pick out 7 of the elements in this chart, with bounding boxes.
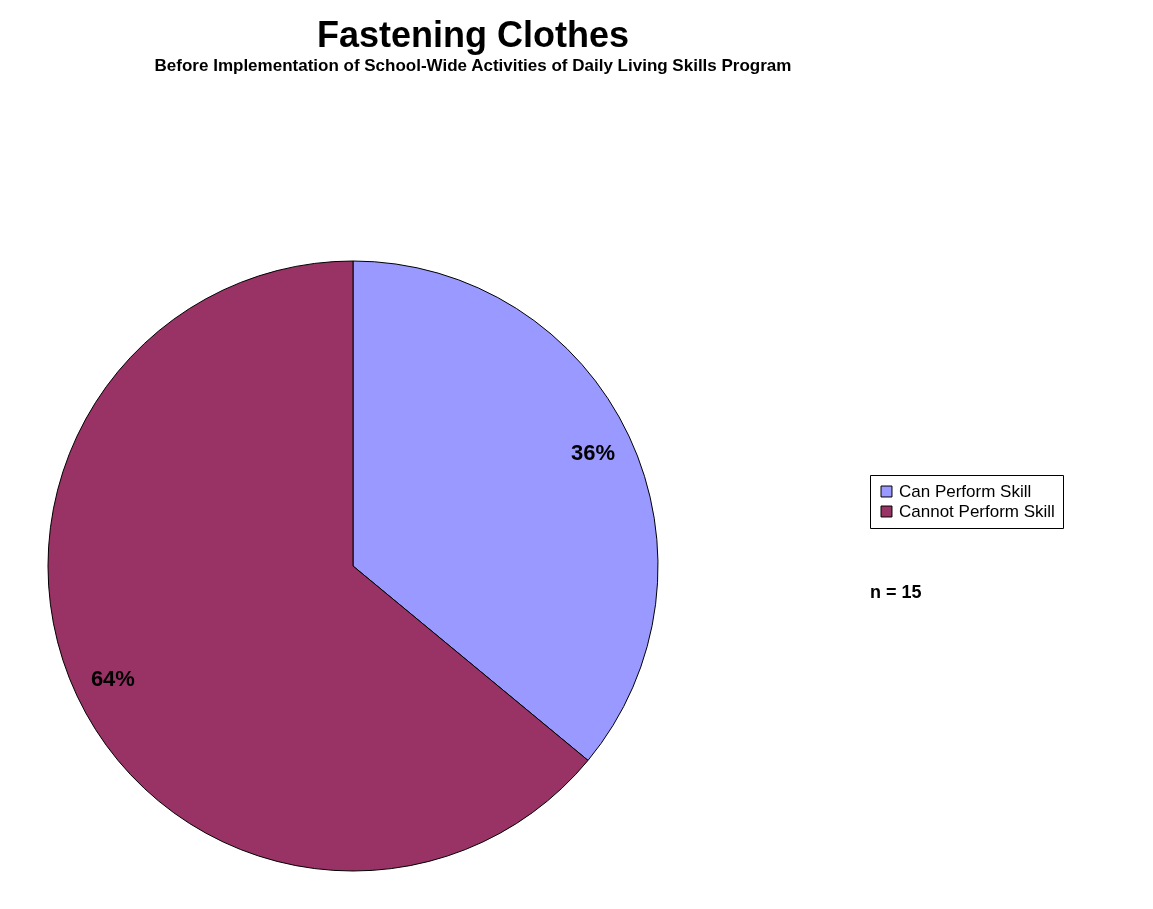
chart-subtitle: Before Implementation of School-Wide Activities of Daily Living Skills Program (154, 56, 792, 75)
data-label: 36% (571, 440, 616, 466)
text: n = 15 (870, 582, 922, 602)
legend-label: Cannot Perform Skill (899, 501, 1055, 521)
chart-title: Fastening Clothes (316, 14, 630, 55)
data-label: 64% (90, 665, 135, 691)
legend-label: Can Perform Skill (899, 481, 1032, 501)
